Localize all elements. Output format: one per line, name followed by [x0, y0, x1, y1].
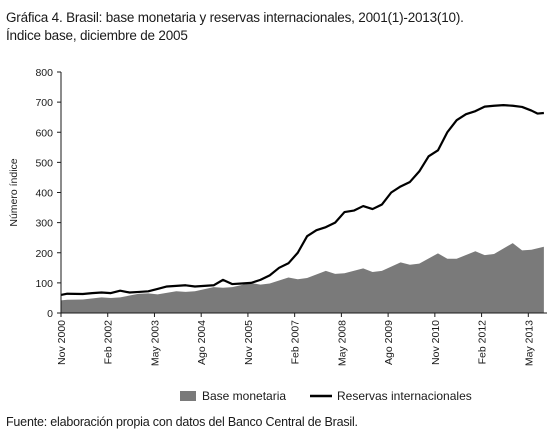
y-tick-label: 300	[35, 218, 53, 230]
y-tick-label: 700	[35, 97, 53, 109]
series-line-reservas	[60, 104, 544, 297]
x-tick-label: Nov 2010	[430, 320, 442, 365]
legend-swatch-base-monetaria	[180, 391, 196, 401]
chart-subtitle: Índice base, diciembre de 2005	[6, 28, 188, 43]
y-tick-label: 800	[35, 67, 53, 79]
chart-title: Gráfica 4. Brasil: base monetaria y rese…	[6, 10, 464, 25]
y-tick-label: 0	[47, 308, 53, 320]
x-tick-label: May 2008	[336, 320, 348, 366]
y-tick-label: 200	[35, 248, 53, 260]
x-tick-label: Ago 2004	[196, 320, 208, 365]
chart-source: Fuente: elaboración propia con datos del…	[6, 415, 358, 429]
y-tick-label: 600	[35, 127, 53, 139]
y-tick-label: 500	[35, 157, 53, 169]
x-tick-label: Feb 2012	[477, 320, 489, 365]
x-tick-label: Feb 2002	[103, 320, 115, 365]
series-area-base-monetaria	[61, 243, 544, 313]
x-tick-label: Feb 2007	[290, 320, 302, 365]
x-tick-label: Nov 2000	[56, 320, 68, 365]
y-tick-label: 100	[35, 278, 53, 290]
legend-label-base-monetaria: Base monetaria	[202, 389, 286, 403]
y-tick-label: 400	[35, 188, 53, 200]
y-axis-title: Número índice	[8, 158, 20, 226]
x-tick-label: May 2013	[523, 320, 535, 366]
legend-label-reservas: Reservas internacionales	[337, 389, 472, 403]
x-tick-label: Nov 2005	[243, 320, 255, 365]
x-tick-label: Ago 2009	[383, 320, 395, 365]
x-tick-label: May 2003	[149, 320, 161, 366]
